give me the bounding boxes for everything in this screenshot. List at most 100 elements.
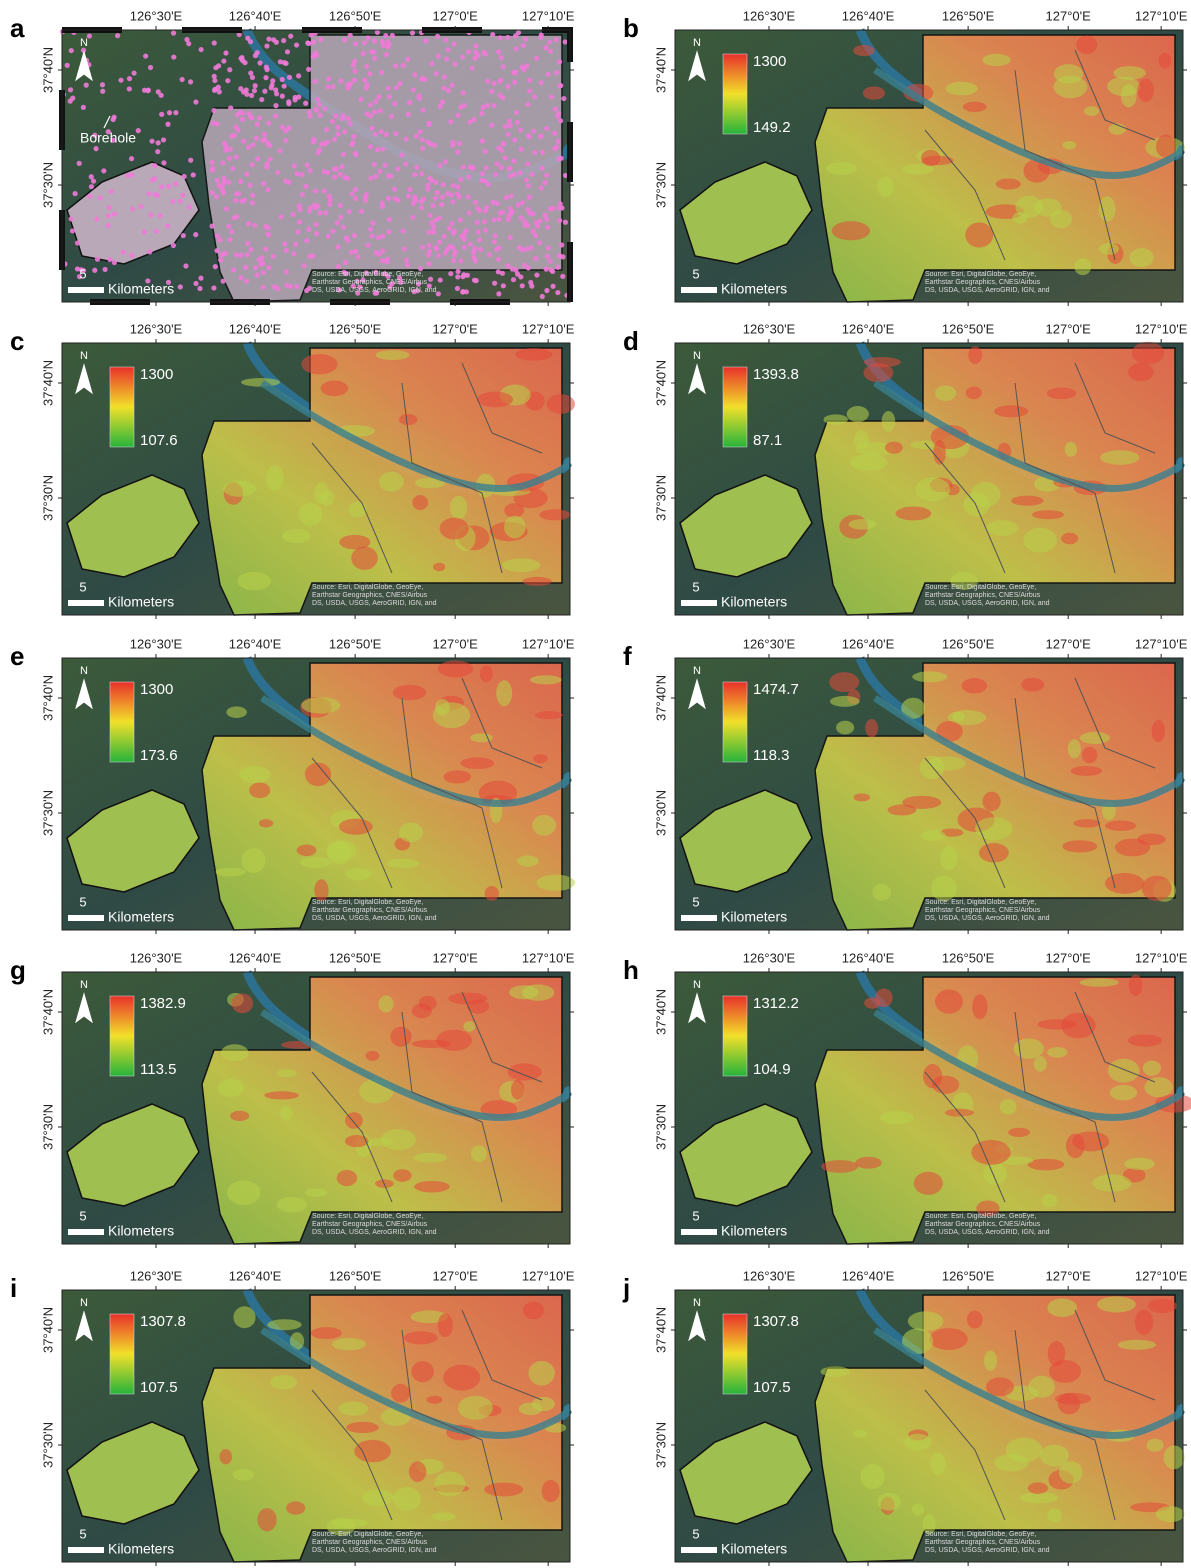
heat-patch	[1042, 1194, 1058, 1207]
heat-patch	[471, 1145, 487, 1162]
heat-patch	[1124, 1158, 1154, 1170]
borehole-dot	[401, 63, 406, 68]
heat-patch	[1135, 1310, 1153, 1335]
heat-patch	[436, 1030, 472, 1051]
borehole-dot	[152, 163, 157, 168]
borehole-dot	[411, 87, 416, 92]
borehole-dot	[558, 83, 563, 88]
borehole-dot	[325, 170, 330, 175]
borehole-dot	[368, 144, 373, 149]
borehole-dot	[376, 94, 381, 99]
lon-label: 126°30'E	[743, 8, 796, 23]
borehole-dot	[544, 173, 549, 178]
heat-patch	[530, 675, 562, 684]
borehole-dot	[286, 126, 291, 131]
borehole-dot	[556, 156, 561, 161]
borehole-dot	[419, 199, 424, 204]
borehole-dot	[100, 82, 105, 87]
borehole-dot	[525, 102, 530, 107]
borehole-dot	[546, 245, 551, 250]
borehole-dot	[364, 64, 369, 69]
heat-patch	[332, 1338, 366, 1350]
legend-bar	[110, 1314, 134, 1394]
heat-patch	[414, 1181, 450, 1193]
borehole-dot	[543, 45, 548, 50]
borehole-dot	[458, 258, 463, 263]
borehole-dot	[358, 97, 363, 102]
borehole-dot	[228, 147, 233, 152]
borehole-dot	[477, 208, 482, 213]
borehole-dot	[554, 37, 559, 42]
heat-patch	[1037, 1019, 1076, 1029]
borehole-dot	[102, 267, 107, 272]
borehole-dot	[364, 192, 369, 197]
attribution: Earthstar Geographics, CNES/Airbus	[312, 1221, 428, 1228]
borehole-dot	[422, 77, 427, 82]
heat-patch	[908, 1311, 944, 1331]
borehole-dot	[515, 272, 520, 277]
attribution: Earthstar Geographics, CNES/Airbus	[925, 1221, 1041, 1228]
heat-patch	[971, 1140, 1011, 1165]
borehole-dot	[560, 274, 565, 279]
heat-patch	[935, 386, 956, 401]
lon-label: 126°40'E	[229, 8, 282, 23]
borehole-dot	[284, 248, 289, 253]
borehole-dot	[492, 233, 497, 238]
north-label: N	[80, 350, 88, 362]
borehole-dot	[446, 88, 451, 93]
scale-bar	[68, 1229, 104, 1235]
borehole-dot	[544, 217, 549, 222]
borehole-dot	[529, 172, 534, 177]
borehole-dot	[383, 132, 388, 137]
borehole-dot	[291, 251, 296, 256]
lat-label: 37°40'N	[653, 989, 668, 1035]
map-panel: 1474.7118.3N5KilometersSource: Esri, Dig…	[653, 636, 1187, 934]
borehole-dot	[394, 85, 399, 90]
heat-patch	[523, 1302, 544, 1320]
borehole-dot	[178, 284, 183, 289]
lon-label: 126°40'E	[842, 636, 895, 651]
heat-patch	[1107, 77, 1140, 96]
lon-label: 126°50'E	[942, 8, 995, 23]
borehole-dot	[537, 218, 542, 223]
heat-patch	[435, 699, 450, 716]
borehole-dot	[522, 263, 527, 268]
borehole-dot	[528, 245, 533, 250]
heat-patch	[362, 1489, 393, 1506]
borehole-dot	[288, 284, 293, 289]
borehole-dot	[480, 138, 485, 143]
heat-patch	[824, 414, 848, 424]
borehole-dot	[482, 219, 487, 224]
borehole-dot	[507, 119, 512, 124]
borehole-dot	[167, 110, 172, 115]
borehole-dot	[369, 126, 374, 131]
legend-min: 113.5	[140, 1061, 176, 1078]
borehole-dot	[165, 122, 170, 127]
borehole-dot	[461, 232, 466, 237]
heat-patch	[1006, 1438, 1043, 1463]
borehole-dot	[278, 59, 283, 64]
attribution: Earthstar Geographics, CNES/Airbus	[312, 1539, 428, 1546]
heat-patch	[882, 411, 896, 432]
heat-patch	[240, 766, 271, 783]
scale-unit: Kilometers	[108, 909, 174, 925]
borehole-dot	[412, 172, 417, 177]
heat-patch	[963, 492, 990, 516]
heat-patch	[448, 993, 487, 1005]
borehole-dot	[156, 140, 161, 145]
heat-patch	[282, 529, 311, 543]
borehole-dot	[242, 60, 247, 65]
borehole-dot	[380, 258, 385, 263]
borehole-dot	[131, 70, 136, 75]
borehole-dot	[386, 229, 391, 234]
legend-min: 118.3	[753, 747, 789, 764]
lon-label: 126°40'E	[842, 1268, 895, 1283]
scale-value: 5	[79, 894, 86, 909]
borehole-dot	[75, 240, 80, 245]
borehole-dot	[221, 58, 226, 63]
heat-patch	[920, 830, 945, 841]
heat-patch	[444, 770, 471, 783]
borehole-dot	[403, 137, 408, 142]
borehole-dot	[70, 96, 75, 101]
borehole-dot	[173, 181, 178, 186]
